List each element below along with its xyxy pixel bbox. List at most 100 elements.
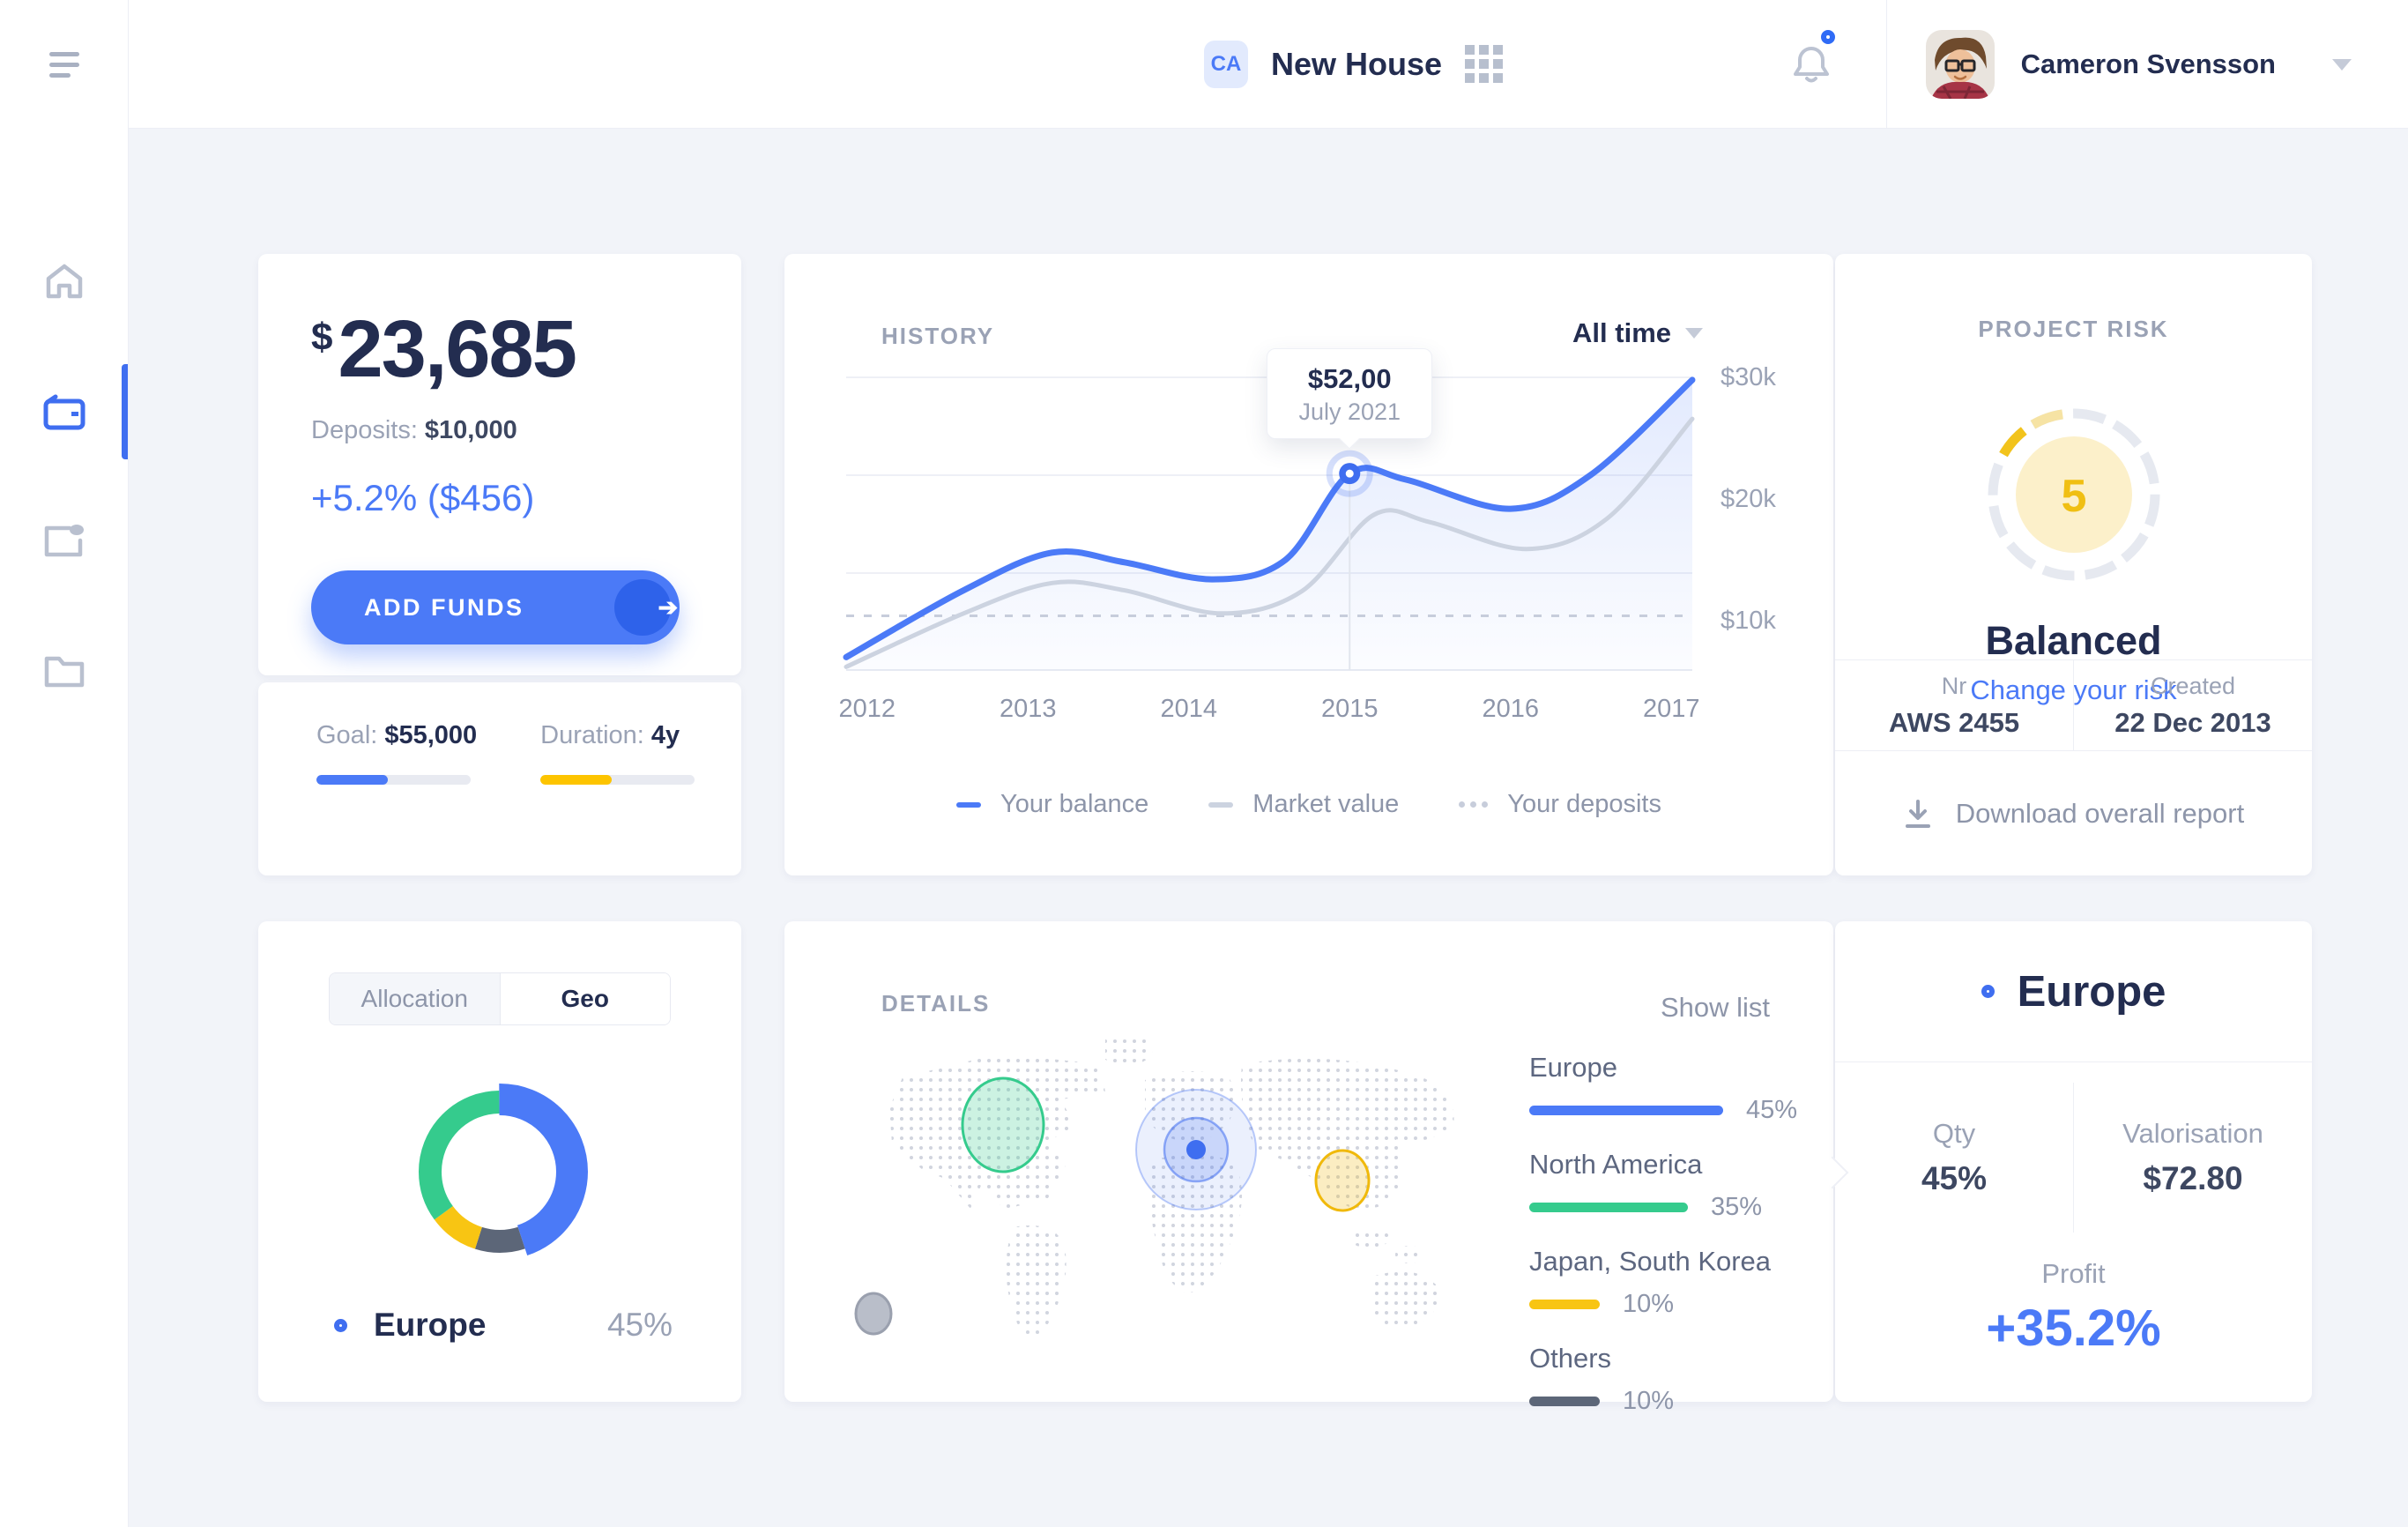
risk-level: Balanced — [1985, 618, 2162, 663]
notification-badge — [1820, 30, 1835, 44]
legend-item-market: Market value — [1208, 790, 1399, 819]
qty-value: 45% — [1921, 1160, 1988, 1196]
x-axis-label: 2012 — [838, 695, 896, 723]
region-bar — [1529, 1397, 1600, 1406]
user-menu[interactable]: Cameron Svensson — [1887, 30, 2408, 99]
duration-block: Duration: 4y — [540, 721, 695, 785]
risk-score: 5 — [2061, 471, 2086, 522]
topbar-divider — [1885, 0, 1887, 129]
valorisation-cell: Valorisation $72.80 — [2074, 1118, 2312, 1197]
selected-region-header: Europe — [1835, 921, 2312, 1062]
tooltip-value: $52,00 — [1307, 363, 1392, 395]
list-item[interactable]: North America 35% — [1529, 1149, 1763, 1221]
profit-block: Profit +35.2% — [1835, 1258, 2312, 1358]
details-card: DETAILS Show list Europe 45% North Ameri… — [784, 921, 1849, 1415]
nr-label: Nr — [1941, 672, 1967, 699]
download-label: Download overall report — [1955, 797, 2245, 829]
region-list: Europe 45% North America 35% Japan, Sout… — [1529, 1052, 1802, 1416]
qty-label: Qty — [1932, 1118, 1976, 1149]
apps-grid-icon[interactable] — [1465, 45, 1504, 84]
risk-nr-cell: Nr AWS 2455 — [1835, 660, 2073, 750]
arrow-right-icon: ➔ — [614, 579, 678, 636]
project-name: New House — [1271, 46, 1443, 82]
x-axis-label: 2017 — [1643, 695, 1700, 723]
bell-icon — [1793, 47, 1829, 83]
y-axis-label: $20k — [1721, 485, 1776, 514]
wallet-icon — [43, 394, 85, 430]
region-bar — [1529, 1300, 1600, 1309]
donut-legend-row: Europe 45% — [334, 1307, 673, 1344]
duration-progressbar — [540, 775, 695, 785]
sidebar — [0, 0, 129, 1527]
x-axis-label: 2013 — [999, 695, 1057, 723]
folder-icon — [44, 656, 85, 688]
deposits-label: Deposits: — [311, 416, 418, 444]
legend-item-balance: Your balance — [956, 790, 1148, 819]
add-funds-label: ADD FUNDS — [364, 593, 524, 621]
selected-region-stats: Qty 45% Valorisation $72.80 — [1835, 1062, 2312, 1253]
sidebar-item-reports[interactable] — [0, 505, 129, 576]
y-axis-label: $30k — [1721, 363, 1776, 392]
chart-legend: Your balance Market value Your deposits — [784, 790, 1833, 819]
show-list-link[interactable]: Show list — [1660, 992, 1770, 1023]
goal-card: Goal: $55,000 Duration: 4y — [258, 682, 741, 875]
add-funds-button[interactable]: ADD FUNDS ➔ — [311, 570, 680, 644]
tooltip-date: July 2021 — [1298, 399, 1401, 426]
main-content: $ 23,685 Deposits: $10,000 +5.2% ($456) A… — [129, 129, 2408, 1527]
topbar-right: Cameron Svensson — [1736, 0, 2408, 129]
history-chart[interactable] — [843, 364, 1696, 682]
chart-tooltip: $52,00 July 2021 — [1267, 348, 1433, 440]
profit-label: Profit — [2041, 1258, 2106, 1289]
created-label: Created — [2150, 672, 2236, 699]
history-card: HISTORY All time $52,00 July 2021 Your b… — [784, 254, 1833, 875]
menu-icon[interactable] — [0, 0, 129, 129]
world-map[interactable] — [841, 1029, 1484, 1373]
avatar — [1925, 30, 1995, 99]
home-icon — [46, 264, 83, 299]
europe-dot-icon — [1981, 985, 1995, 998]
valorisation-value: $72.80 — [2143, 1160, 2243, 1196]
sidebar-active-indicator — [122, 364, 128, 459]
donut-legend-value: 45% — [606, 1307, 673, 1343]
created-value: 22 Dec 2013 — [2114, 706, 2271, 738]
x-axis-label: 2014 — [1160, 695, 1217, 723]
x-axis-label: 2016 — [1482, 695, 1540, 723]
tab-geo[interactable]: Geo — [500, 973, 670, 1024]
goal-label: Goal: — [316, 721, 378, 749]
sidebar-item-wallet[interactable] — [0, 377, 129, 448]
geo-donut-chart[interactable] — [258, 1075, 741, 1269]
chevron-down-icon — [1685, 328, 1703, 339]
selected-region-card: Europe Qty 45% Valorisation $72.80 Profi… — [1835, 921, 2312, 1402]
risk-gauge: 5 — [1977, 398, 2171, 592]
region-bar — [1529, 1106, 1723, 1115]
europe-dot-icon — [334, 1318, 347, 1332]
x-axis-label: 2015 — [1320, 695, 1379, 723]
list-item[interactable]: Japan, South Korea 10% — [1529, 1246, 1772, 1318]
sidebar-item-home[interactable] — [0, 246, 129, 317]
download-report-link[interactable]: Download overall report — [1835, 751, 2312, 875]
goal-block: Goal: $55,000 — [316, 721, 477, 785]
topbar: CA New House Cameron Svensson — [129, 0, 2408, 129]
user-name: Cameron Svensson — [2020, 48, 2276, 79]
list-item[interactable]: Others 10% — [1529, 1343, 1675, 1415]
time-range-value: All time — [1572, 317, 1671, 348]
notifications-button[interactable] — [1736, 0, 1886, 129]
risk-created-cell: Created 22 Dec 2013 — [2073, 660, 2312, 750]
project-risk-card: PROJECT RISK 5 Balanced Change your risk… — [1835, 254, 2312, 875]
qty-cell: Qty 45% — [1835, 1118, 2073, 1197]
tab-allocation[interactable]: Allocation — [330, 973, 501, 1024]
y-axis-label: $10k — [1721, 607, 1776, 636]
selected-region-name: Europe — [2017, 967, 2166, 1016]
project-switcher[interactable]: CA New House — [1204, 0, 1504, 129]
legend-item-deposits: Your deposits — [1459, 790, 1661, 819]
region-bar — [1529, 1203, 1688, 1212]
allocation-card: Allocation Geo Europe 45% — [258, 921, 741, 1402]
list-item[interactable]: Europe 45% — [1529, 1052, 1798, 1124]
time-range-select[interactable]: All time — [1572, 317, 1703, 349]
sidebar-item-documents[interactable] — [0, 636, 129, 706]
currency-symbol: $ — [311, 316, 333, 359]
deposits-value: $10,000 — [424, 416, 517, 444]
risk-title: PROJECT RISK — [1978, 316, 2169, 342]
profit-value: +35.2% — [1986, 1300, 2161, 1357]
balance-change: +5.2% ($456) — [311, 477, 535, 518]
